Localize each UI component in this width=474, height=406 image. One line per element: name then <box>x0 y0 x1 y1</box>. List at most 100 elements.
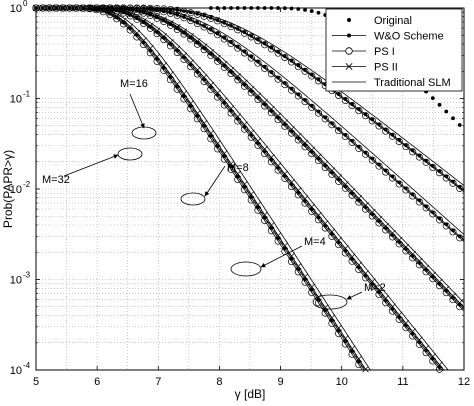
point-m4-circle <box>227 39 235 47</box>
point-m4-dot <box>195 20 200 25</box>
point-m4-dot <box>289 86 294 91</box>
point-m16-x <box>241 121 248 128</box>
point-m2-circle <box>335 91 343 100</box>
point-m32-x <box>247 191 255 198</box>
legend-dot-marker <box>347 33 351 38</box>
original-point <box>309 9 314 13</box>
point-m4-dot <box>309 103 314 108</box>
point-m4-dot <box>397 180 401 185</box>
annotation-arrow <box>204 165 226 197</box>
annotation-label: M=32 <box>42 174 70 186</box>
point-m2-circle <box>348 102 356 110</box>
point-m4-dot <box>249 54 254 59</box>
point-m4-dot <box>377 162 381 167</box>
point-m2-dot <box>457 185 462 189</box>
x-tick-label: 8 <box>216 376 222 388</box>
point-m4-circle <box>220 35 228 43</box>
point-m32-x <box>348 345 356 352</box>
point-m16-x <box>221 97 228 104</box>
point-m8-dot <box>316 156 321 161</box>
point-m32-x <box>342 335 349 342</box>
original-point <box>303 7 307 12</box>
point-m4-circle <box>207 27 215 35</box>
point-m2-dot <box>303 68 307 72</box>
point-m32-x <box>301 273 309 280</box>
point-m4-dot <box>330 121 334 125</box>
point-m8-dot <box>437 281 442 286</box>
annotations: M=16 M=32 M=8 M=4 M=2 <box>42 78 386 310</box>
point-m8-dot <box>457 302 462 307</box>
point-m2-dot <box>289 58 294 63</box>
point-m4-dot <box>357 144 361 149</box>
point-m4-dot <box>175 12 180 17</box>
point-m4-dot <box>215 31 220 36</box>
original-point <box>457 123 462 127</box>
point-m2-dot <box>276 50 280 54</box>
original-point <box>430 96 435 101</box>
point-m8-x <box>133 7 141 14</box>
original-point <box>444 109 449 114</box>
point-m4-dot <box>370 156 375 161</box>
point-m16-x <box>140 17 147 25</box>
point-m8-dot <box>383 226 388 230</box>
point-m8-dot <box>289 129 294 134</box>
point-m4-dot <box>202 24 206 28</box>
point-m4-dot <box>182 15 186 19</box>
x-tick-label: 10 <box>336 376 348 388</box>
annotation-ellipse <box>180 192 206 206</box>
point-m32-x <box>100 7 107 14</box>
point-m2-dot <box>283 54 287 59</box>
point-m32-x <box>234 170 242 178</box>
y-tick-label: 10 <box>10 275 22 287</box>
x-axis-label: γ [dB] <box>235 387 266 401</box>
point-m32-x <box>194 110 201 117</box>
point-m2-dot <box>242 30 247 35</box>
point-m32-x <box>288 252 295 260</box>
point-m2-dot <box>256 37 260 42</box>
point-m2-circle <box>281 53 289 62</box>
point-m4-dot <box>336 127 341 131</box>
y-tick-exponent: -4 <box>23 361 31 370</box>
point-m4-dot <box>350 138 354 143</box>
point-m2-dot <box>202 13 206 18</box>
point-m16-x <box>120 8 127 16</box>
y-tick-label: 10 <box>10 94 22 106</box>
point-m8-dot <box>262 102 267 107</box>
point-m4-circle <box>240 49 249 57</box>
point-m16-x <box>335 236 342 244</box>
point-m8-dot <box>397 240 401 244</box>
point-m16-x <box>281 170 289 178</box>
point-m2-dot <box>350 102 354 106</box>
point-m4-dot <box>431 210 435 215</box>
point-m2-dot <box>262 41 267 46</box>
x-tick-label: 7 <box>155 376 161 388</box>
y-tick-exponent: -2 <box>23 180 31 189</box>
point-m4-dot <box>222 35 227 40</box>
point-m8-dot <box>357 198 361 203</box>
x-tick-label: 5 <box>33 376 39 388</box>
point-m8-x <box>173 23 181 31</box>
x-tick-label: 9 <box>278 376 284 388</box>
point-m16-x <box>436 361 443 369</box>
point-m2-circle <box>368 117 376 125</box>
point-m32-x <box>180 90 188 97</box>
point-m8-dot <box>410 254 415 258</box>
point-m32-x <box>335 324 342 332</box>
annotation-label: M=4 <box>304 236 326 248</box>
x-tick-label: 12 <box>458 376 470 388</box>
legend-circle-marker <box>345 47 353 55</box>
point-m32-x <box>173 80 181 88</box>
legend-entry: Traditional SLM <box>332 77 451 89</box>
point-m8-dot <box>309 149 314 154</box>
point-m2-dot <box>357 107 361 112</box>
point-m4-dot <box>404 186 408 191</box>
legend-entry: PS I <box>332 46 395 58</box>
point-m4-circle <box>200 23 208 31</box>
point-m16-x <box>355 261 363 269</box>
point-m16-x <box>362 270 369 277</box>
point-m2-dot <box>390 133 395 137</box>
point-m16-dot <box>182 55 186 60</box>
point-m4-dot <box>410 192 415 197</box>
point-m2-dot <box>296 63 301 68</box>
